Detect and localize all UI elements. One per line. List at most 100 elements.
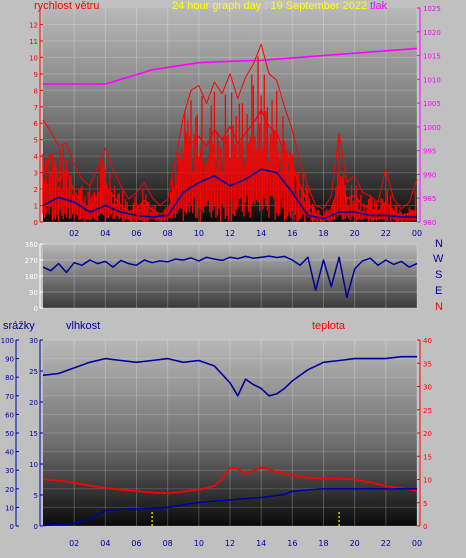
bottom-x-tick-06: 06: [131, 539, 141, 548]
direction-y-tick-270: 270: [25, 257, 38, 265]
bottom-x-tick-04: 04: [100, 539, 110, 548]
humidity-y-tick-70: 70: [5, 393, 14, 401]
bottom-plot-area: [43, 340, 417, 526]
wind-x-tick-18: 18: [318, 229, 328, 238]
bottom-x-tick-22: 22: [381, 539, 391, 548]
rain-y-tick-10: 10: [29, 461, 38, 469]
wind-y-tick-12: 12: [29, 21, 38, 29]
bottom-x-tick-16: 16: [287, 539, 297, 548]
temperature-label: teplota: [312, 320, 346, 332]
pressure-y-tick-985: 985: [423, 195, 436, 203]
humidity-y-tick-90: 90: [5, 356, 14, 364]
humidity-y-tick-40: 40: [5, 449, 14, 457]
wind-y-tick-2: 2: [34, 186, 38, 194]
temperature-y-tick-10: 10: [423, 477, 432, 485]
rain-label: srážky: [3, 320, 35, 332]
direction-y-tick-90: 90: [29, 289, 38, 297]
wind-x-tick-20: 20: [350, 229, 360, 238]
bottom-x-tick-14: 14: [256, 539, 266, 548]
bottom-x-tick-18: 18: [318, 539, 328, 548]
pressure-y-tick-1025: 1025: [423, 5, 441, 13]
compass-label-n-bottom: N: [435, 301, 443, 313]
pressure-y-tick-1010: 1010: [423, 76, 441, 84]
humidity-label: vlhkost: [66, 320, 101, 332]
wind-y-tick-8: 8: [34, 87, 38, 95]
wind-x-tick-06: 06: [131, 229, 141, 238]
pressure-y-tick-1015: 1015: [423, 53, 441, 61]
pressure-y-tick-1020: 1020: [423, 29, 441, 37]
wind-y-tick-10: 10: [29, 54, 38, 62]
wind-y-tick-0: 0: [34, 219, 38, 227]
wind-x-tick-02: 02: [69, 229, 79, 238]
pressure-y-tick-980: 980: [423, 219, 436, 227]
temperature-y-tick-30: 30: [423, 384, 432, 392]
rain-y-tick-0: 0: [34, 523, 38, 531]
wind-gust-bars: [42, 56, 417, 222]
humidity-y-tick-20: 20: [5, 486, 14, 494]
temperature-y-tick-15: 15: [423, 453, 432, 461]
rain-y-tick-30: 30: [29, 337, 38, 345]
compass-label-e: E: [435, 285, 443, 297]
temperature-y-tick-0: 0: [423, 523, 427, 531]
bottom-x-tick-02: 02: [69, 539, 79, 548]
temperature-y-tick-25: 25: [423, 407, 432, 415]
wind-y-tick-1: 1: [34, 203, 38, 211]
wind-y-tick-7: 7: [34, 104, 38, 112]
rain-y-tick-5: 5: [34, 492, 38, 500]
wind-speed-label: rychlost větru: [34, 0, 100, 12]
compass-label-w: W: [433, 253, 444, 265]
wind-x-tick-14: 14: [256, 229, 266, 238]
rain-y-tick-25: 25: [29, 368, 38, 376]
temperature-y-tick-35: 35: [423, 360, 432, 368]
wind-x-tick-10: 10: [194, 229, 204, 238]
wind-x-tick-22: 22: [381, 229, 391, 238]
wind-x-tick-16: 16: [287, 229, 297, 238]
wind-y-tick-11: 11: [29, 38, 38, 46]
wind-x-tick-04: 04: [100, 229, 110, 238]
bottom-x-tick-00: 00: [412, 539, 422, 548]
pressure-y-tick-1000: 1000: [423, 124, 441, 132]
rain-y-tick-20: 20: [29, 399, 38, 407]
wind-x-tick-12: 12: [225, 229, 235, 238]
humidity-y-tick-50: 50: [5, 430, 14, 438]
compass-label-s: S: [435, 269, 443, 281]
pressure-line: [43, 47, 418, 85]
rain-total-line: [42, 487, 417, 527]
direction-y-tick-180: 180: [25, 273, 38, 281]
humidity-y-tick-80: 80: [5, 374, 14, 382]
bottom-x-tick-20: 20: [350, 539, 360, 548]
pressure-y-tick-1005: 1005: [423, 100, 441, 108]
wind-x-tick-00: 00: [412, 229, 422, 238]
bottom-x-tick-10: 10: [194, 539, 204, 548]
temperature-y-tick-20: 20: [423, 430, 432, 438]
temperature-line: [42, 466, 418, 495]
bottom-x-tick-12: 12: [225, 539, 235, 548]
humidity-y-tick-100: 100: [1, 337, 14, 345]
wind-y-tick-5: 5: [34, 137, 38, 145]
wind-y-tick-3: 3: [34, 170, 38, 178]
direction-plot-area: [43, 244, 417, 308]
chart-title: 24 hour graph day : 19 September 2022: [172, 0, 368, 12]
wind-y-tick-6: 6: [34, 120, 39, 128]
temperature-y-tick-5: 5: [423, 500, 427, 508]
temperature-y-tick-40: 40: [423, 337, 432, 345]
wind-y-tick-4: 4: [34, 153, 39, 161]
pressure-y-tick-995: 995: [423, 148, 436, 156]
pressure-y-tick-990: 990: [423, 171, 436, 179]
direction-y-tick-360: 360: [25, 241, 38, 249]
wind-average-line: [42, 168, 417, 220]
humidity-y-tick-30: 30: [5, 467, 14, 475]
rain-y-tick-15: 15: [29, 430, 38, 438]
humidity-y-tick-10: 10: [5, 504, 14, 512]
wind-speed-line: [42, 109, 418, 218]
pressure-label: tlak: [370, 0, 388, 12]
wind-y-tick-9: 9: [34, 71, 38, 79]
compass-label-n-top: N: [435, 238, 443, 250]
humidity-y-tick-0: 0: [10, 523, 14, 531]
humidity-y-tick-60: 60: [5, 411, 14, 419]
bottom-x-tick-08: 08: [163, 539, 173, 548]
humidity-line: [42, 355, 417, 397]
wind-x-tick-08: 08: [163, 229, 173, 238]
